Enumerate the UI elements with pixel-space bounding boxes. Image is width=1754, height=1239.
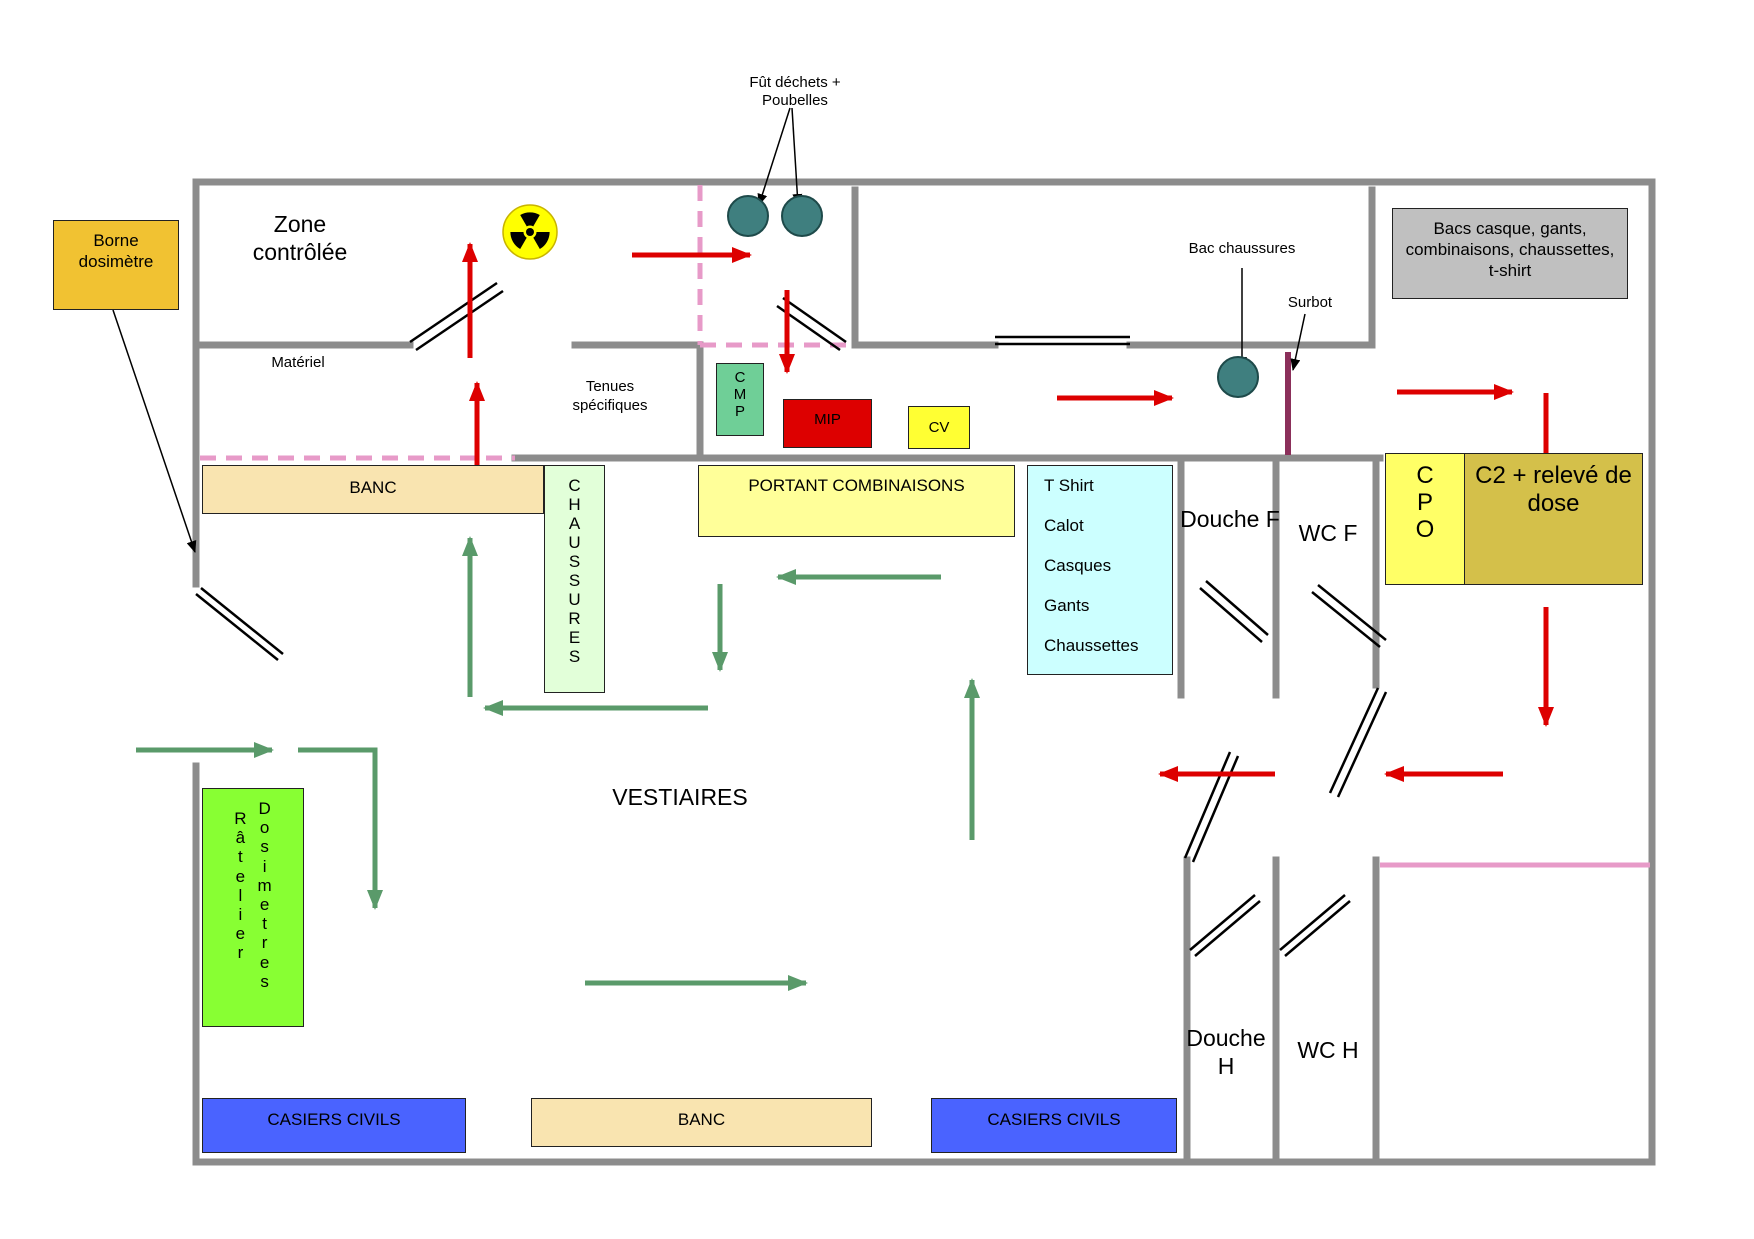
- vertical-letter: C: [734, 369, 746, 386]
- vertical-letter: A: [568, 514, 581, 534]
- c2-releve-box: C2 + relevé de dose: [1464, 453, 1643, 585]
- casiers-civils-right-box: CASIERS CIVILS: [931, 1098, 1177, 1153]
- pointer-fut-1: [757, 107, 791, 206]
- vertical-letter: m: [257, 875, 272, 895]
- pointers: [112, 107, 1306, 553]
- vertical-letter: o: [259, 818, 270, 838]
- door-entrance[interactable]: [195, 587, 284, 661]
- vertical-letter: S: [568, 571, 581, 591]
- vertical-letter: â: [235, 828, 246, 848]
- vertical-letter: R: [234, 809, 247, 828]
- zone-boundaries: [200, 185, 1650, 868]
- vertical-letter: s: [260, 971, 269, 991]
- fut-dechets-label: Fût déchets + Poubelles: [749, 74, 841, 108]
- bacs-casque-box: Bacs casque, gants, combinaisons, chauss…: [1392, 208, 1628, 299]
- green-arrow-corner: [298, 747, 383, 910]
- door-douche-h-upper[interactable]: [1183, 751, 1240, 863]
- pointer-fut-2: [791, 107, 803, 206]
- vertical-letter: U: [568, 533, 581, 553]
- portant-combinaisons-box: PORTANT COMBINAISONS: [698, 465, 1015, 537]
- vertical-letter: e: [259, 895, 270, 915]
- vertical-letter: U: [568, 590, 581, 610]
- vestiaires-label: VESTIAIRES: [612, 784, 748, 810]
- door-wc-f[interactable]: [1311, 584, 1387, 648]
- vertical-letter: M: [733, 385, 747, 403]
- vertical-letter: C: [568, 476, 581, 495]
- pointer-borne: [112, 309, 197, 553]
- vertical-letter: C: [1416, 462, 1434, 489]
- vertical-letter: P: [734, 402, 745, 420]
- shelf-item-casques: Casques: [1044, 556, 1112, 575]
- vertical-letter: t: [262, 914, 267, 934]
- door-wc-f-lower[interactable]: [1328, 687, 1388, 798]
- wc-f-label: WC F: [1298, 520, 1358, 546]
- shelf-item-gants: Gants: [1044, 596, 1090, 615]
- wc-h-label: WC H: [1297, 1037, 1359, 1063]
- surbot-label: Surbot: [1287, 294, 1333, 311]
- shelf-item-tshirt: T Shirt: [1044, 476, 1094, 495]
- bac-chaussures-label: Bac chaussures: [1188, 240, 1296, 257]
- vertical-letter: S: [568, 552, 581, 572]
- door-douche-h[interactable]: [1189, 894, 1261, 957]
- vertical-letter: e: [235, 924, 246, 944]
- douche-f-label: Douche F: [1180, 506, 1280, 532]
- shelf-box: T Shirt Calot Casques Gants Chaussettes: [1027, 465, 1173, 675]
- door-douche-f[interactable]: [1199, 580, 1269, 643]
- vertical-letter: H: [568, 495, 581, 515]
- teal-circle-bin-icon: [781, 195, 823, 237]
- vertical-letter: P: [1416, 488, 1433, 516]
- teal-circle-bin-icon: [1217, 356, 1259, 398]
- mip-box: MIP: [783, 399, 872, 448]
- vertical-letter: D: [258, 799, 271, 818]
- green-arrows: [136, 536, 980, 991]
- vertical-letter: O: [1415, 515, 1435, 543]
- vertical-letter: i: [238, 905, 243, 925]
- vertical-letter: t: [238, 847, 243, 867]
- vertical-letter: S: [568, 647, 581, 667]
- door-corridor[interactable]: [995, 335, 1130, 346]
- materiel-label: Matériel: [271, 354, 325, 371]
- vertical-letter: e: [259, 952, 270, 972]
- borne-dosimetre-box: Borne dosimètre: [53, 220, 179, 310]
- vertical-letter: R: [568, 609, 581, 629]
- vertical-letter: r: [237, 943, 244, 963]
- door-wc-h[interactable]: [1279, 894, 1351, 957]
- vertical-letter: i: [262, 856, 267, 876]
- door-controlled-zone[interactable]: [409, 281, 504, 352]
- shelf-item-chaussettes: Chaussettes: [1044, 636, 1139, 655]
- pointer-surbot: [1290, 313, 1306, 371]
- vertical-letter: e: [235, 866, 246, 886]
- banc-top-box: BANC: [202, 465, 544, 514]
- vertical-letter: E: [568, 628, 581, 648]
- radiation-trefoil-icon: [502, 204, 558, 260]
- walls: [192, 178, 1656, 1166]
- zone-controlee-label: Zone contrôlée: [252, 211, 348, 265]
- tenues-specifiques-label: Tenues spécifiques: [572, 378, 648, 414]
- shelf-item-calot: Calot: [1044, 516, 1084, 535]
- red-arrows: [462, 242, 1554, 782]
- douche-h-label: Douche H: [1186, 1025, 1266, 1079]
- vertical-letter: r: [261, 933, 268, 953]
- banc-bottom-box: BANC: [531, 1098, 872, 1147]
- casiers-civils-left-box: CASIERS CIVILS: [202, 1098, 466, 1153]
- vertical-letter: s: [260, 837, 269, 857]
- vertical-letter: l: [238, 885, 243, 905]
- teal-circle-bin-icon: [727, 195, 769, 237]
- cv-box: CV: [908, 406, 970, 449]
